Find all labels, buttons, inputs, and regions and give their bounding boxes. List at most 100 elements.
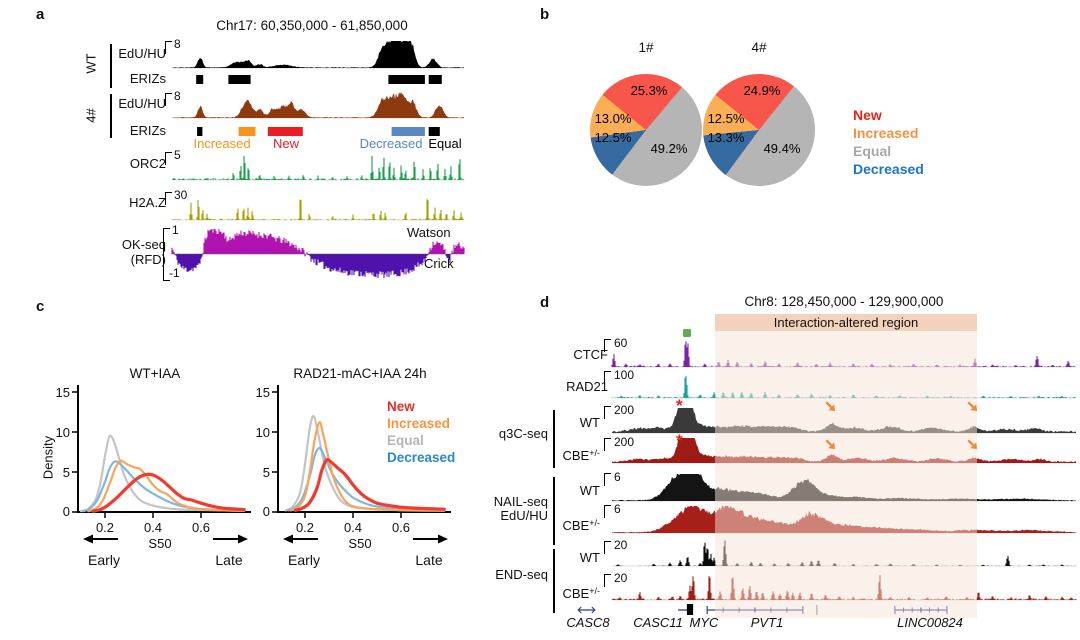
scale-ok-bottom: -1 (169, 266, 180, 280)
interaction-region-header: Interaction-altered region (715, 314, 977, 331)
ytick-5: 5 (63, 465, 70, 480)
scale-bracket-ok-bottom (163, 254, 170, 281)
scale-edu-4: 8 (174, 89, 181, 103)
scale-q3c-cbe: 200 (614, 435, 635, 449)
legend-increased: Increased (853, 125, 919, 141)
pie2-title: 4# (751, 40, 767, 55)
track-label-end-wt: WT (579, 550, 600, 565)
scale-ok-top: 1 (172, 223, 179, 237)
q3c-wt-asterisk-icon: * (676, 396, 683, 415)
track-label-edu-4: EdU/HU (118, 96, 166, 111)
panel-a-tracks (171, 41, 465, 279)
panel-a-label: a (36, 6, 45, 23)
track-label-end-cbe: CBE+/- (562, 586, 601, 601)
track-label-q3c-cbe: CBE+/- (562, 448, 601, 463)
svg-text:10: 10 (256, 425, 270, 440)
late-label: Late (215, 552, 242, 568)
panel-b-label: b (540, 6, 550, 23)
track-label-q3c-wt: WT (579, 415, 600, 430)
xtick-04: 0.4 (144, 520, 162, 535)
track-label-nail-cbe: CBE+/- (562, 518, 601, 533)
track-label-erizs-4: ERIZs (129, 123, 166, 138)
plot1-title: WT+IAA (129, 366, 181, 381)
track-label-rad21: RAD21 (566, 379, 608, 394)
legend-decreased: Decreased (387, 450, 456, 465)
pie1-decreased-pct: 12.5% (594, 130, 632, 145)
svg-text:S50: S50 (348, 536, 371, 551)
scale-end-wt: 20 (614, 538, 628, 552)
q3c-cbe-asterisk-icon: * (676, 431, 683, 450)
panel-a-title: Chr17: 60,350,000 - 61,850,000 (216, 18, 408, 33)
group-bar-end (553, 549, 555, 613)
pie2-equal-pct: 49.4% (763, 141, 801, 156)
pie1-title: 1# (638, 40, 654, 55)
pie1-equal-pct: 49.2% (650, 141, 688, 156)
panel-d-tracks (611, 341, 1077, 601)
legend-new: New (387, 399, 415, 414)
pie2-decreased-pct: 13.3% (707, 130, 745, 145)
group-bar-q3c (553, 410, 555, 468)
pie1-new-pct: 25.3% (630, 83, 668, 98)
track-label-h2az: H2A.Z (129, 195, 166, 210)
altered-site-arrow-icon (966, 400, 979, 418)
svg-text:5: 5 (263, 465, 270, 480)
pie1-increased-pct: 13.0% (594, 111, 632, 126)
svg-text:0.4: 0.4 (344, 520, 362, 535)
eriz-class-increased: Increased (193, 136, 251, 151)
gene-label-casc11: CASC11 (633, 615, 683, 630)
scale-bracket-ok-top (163, 228, 170, 255)
group-label-q3c: q3C-seq (498, 426, 548, 441)
xlabel-s50: S50 (148, 536, 171, 551)
eriz-class-decreased: Decreased (359, 136, 423, 151)
eriz-class-equal: Equal (428, 136, 462, 151)
gene-label-casc8: CASC8 (566, 615, 610, 630)
group-4-label: 4# (83, 108, 99, 123)
scale-edu-wt: 8 (174, 37, 181, 51)
density-axis-label: Density (40, 435, 56, 480)
scale-end-cbe: 20 (614, 571, 628, 585)
scale-h2az: 30 (174, 188, 188, 202)
pie-legend: New Increased Equal Decreased (853, 106, 924, 178)
ctcf-site-marker-icon (683, 329, 691, 337)
pie-chart-2: 24.9% 12.5% 13.3% 49.4% (703, 74, 815, 186)
group-4-bar (110, 94, 112, 138)
svg-text:0.2: 0.2 (296, 520, 314, 535)
gene-label-pvt1: PVT1 (750, 615, 784, 630)
group-label-nail-1: NAIL-seq (493, 494, 548, 509)
group-wt-bar (110, 44, 112, 88)
scale-bracket-edu-4 (165, 93, 172, 106)
panel-c-label: c (36, 298, 45, 315)
track-label-ctcf: CTCF (573, 347, 608, 362)
legend-new: New (853, 107, 882, 123)
group-label-end: END-seq (495, 567, 548, 582)
altered-site-arrow-icon (824, 438, 837, 456)
scale-q3c-wt: 200 (614, 403, 635, 417)
scale-bracket-edu-wt (165, 41, 172, 54)
watson-label: Watson (407, 225, 451, 240)
svg-text:Late: Late (415, 552, 442, 568)
scale-nail-wt: 6 (614, 470, 621, 484)
early-label: Early (88, 552, 120, 568)
svg-text:0: 0 (263, 504, 270, 519)
legend-equal: Equal (853, 143, 892, 159)
track-label-orc2: ORC2 (129, 156, 166, 171)
scale-bracket-h2az (165, 192, 172, 205)
ytick-0: 0 (63, 504, 70, 519)
group-bar-nail (553, 477, 555, 545)
pie-chart-1: 25.3% 13.0% 12.5% 49.2% (590, 74, 702, 186)
track-label-okseq: OK-seq (121, 237, 166, 252)
scale-orc2: 5 (174, 148, 181, 162)
panel-d-title: Chr8: 128,450,000 - 129,900,000 (744, 294, 944, 309)
svg-text:Early: Early (288, 552, 320, 568)
gene-label-linc00824: LINC00824 (897, 615, 963, 630)
altered-site-arrow-icon (966, 438, 979, 456)
density-legend: New Increased Equal Decreased (387, 398, 455, 466)
scale-bracket-orc2 (165, 152, 172, 165)
track-label-edu-wt: EdU/HU (118, 46, 166, 61)
gene-label-myc: MYC (689, 615, 719, 630)
group-label-nail-2: EdU/HU (500, 508, 548, 523)
pie2-new-pct: 24.9% (743, 83, 781, 98)
eriz-class-new: New (272, 136, 299, 151)
plot2-title: RAD21-mAC+IAA 24h (293, 366, 427, 381)
